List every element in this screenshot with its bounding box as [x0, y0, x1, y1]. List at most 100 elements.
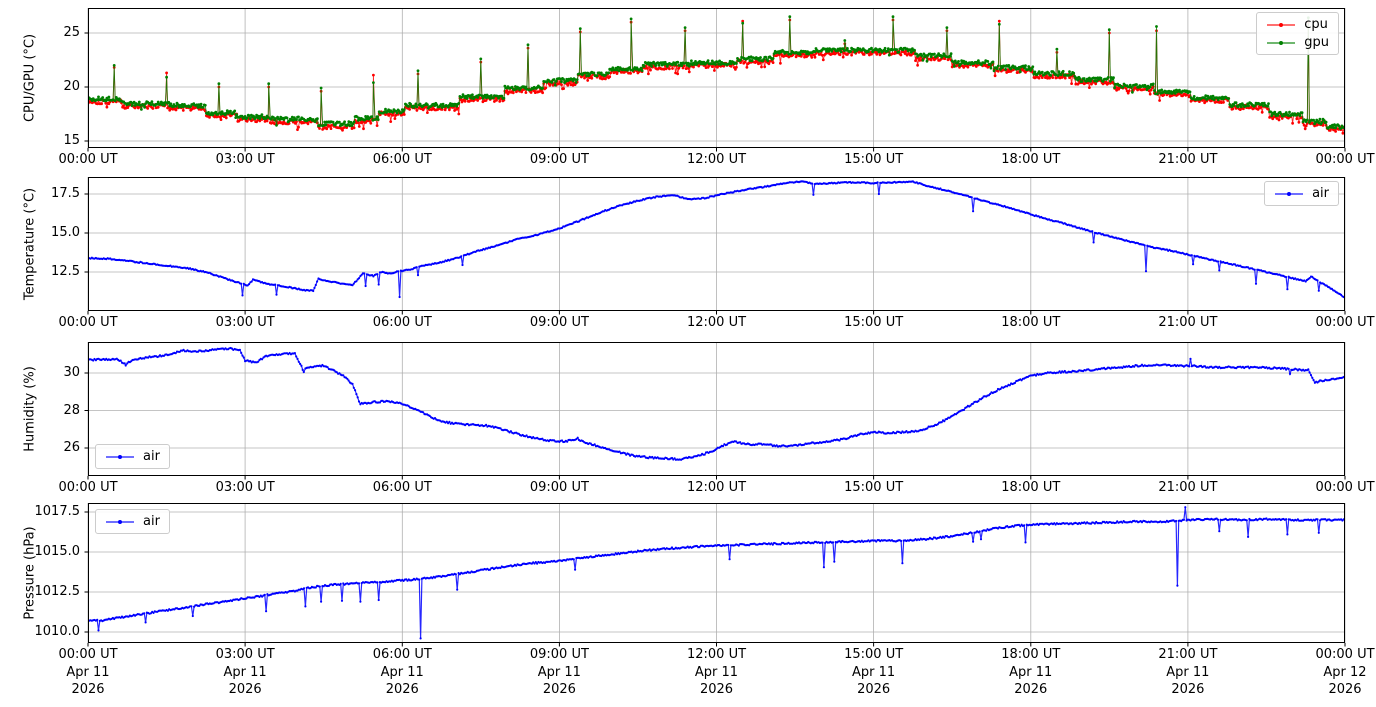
- x-tick-date-label: Apr 11: [223, 665, 267, 680]
- legend-label: cpu: [1304, 17, 1328, 32]
- y-tick-label: 1010.0: [34, 623, 81, 639]
- axes-frame: [88, 342, 1345, 476]
- y-tick-label: 17.5: [51, 186, 80, 201]
- x-tick-label: 12:00 UT: [686, 315, 747, 330]
- legend-label: air: [143, 449, 160, 464]
- temperature-plot-area: air: [84, 177, 1346, 315]
- legend: air: [1264, 181, 1339, 206]
- x-tick-label: 18:00 UT: [1001, 480, 1061, 495]
- x-tick-label: 09:00 UT: [529, 480, 589, 495]
- x-tick-label: 21:00 UT: [1158, 480, 1218, 495]
- legend-label: gpu: [1304, 35, 1329, 50]
- legend: air: [95, 509, 170, 534]
- x-tick-date-label: Apr 11: [380, 665, 424, 680]
- plot-svg: [84, 177, 1346, 315]
- x-tick-label: 00:00 UT: [1315, 315, 1375, 330]
- x-tick-label: 12:00 UT: [686, 647, 747, 662]
- x-tick-label: 00:00 UT: [1315, 480, 1375, 495]
- x-tick-label: 00:00 UT: [1315, 647, 1375, 662]
- x-tick-date-label: Apr 11: [66, 665, 110, 680]
- x-tick-label: 03:00 UT: [215, 152, 275, 167]
- plot-svg: [84, 503, 1346, 647]
- plot-svg: [84, 8, 1346, 152]
- x-tick-label: 18:00 UT: [1001, 315, 1061, 330]
- plot-svg: [84, 342, 1346, 480]
- legend-line-sample-icon: [106, 454, 134, 459]
- x-tick-label: 00:00 UT: [58, 152, 118, 167]
- x-tick-label: 09:00 UT: [529, 315, 589, 330]
- x-tick-label: 06:00 UT: [372, 480, 432, 495]
- x-tick-label: 00:00 UT: [58, 647, 118, 662]
- legend: air: [95, 444, 170, 469]
- legend-item-air: air: [105, 449, 160, 464]
- x-tick-label: 21:00 UT: [1158, 152, 1218, 167]
- y-tick-label: 15.0: [51, 225, 80, 240]
- x-tick-year-label: 2026: [1171, 682, 1205, 697]
- x-tick-year-label: 2026: [857, 682, 891, 697]
- legend-line-sample-icon: [106, 519, 134, 524]
- cpu-gpu-plot-area: cpu gpu: [84, 8, 1346, 152]
- legend-item-air: air: [105, 514, 160, 529]
- x-tick-date-label: Apr 11: [1009, 665, 1053, 680]
- air-series: [88, 180, 1345, 300]
- legend-item-cpu: cpu: [1266, 17, 1329, 32]
- x-tick-label: 06:00 UT: [372, 152, 432, 167]
- x-tick-date-label: Apr 11: [1166, 665, 1210, 680]
- y-tick-label: 1012.5: [34, 583, 81, 599]
- x-tick-label: 12:00 UT: [686, 152, 747, 167]
- y-tick-label: 28: [63, 402, 80, 418]
- x-tick-year-label: 2026: [71, 682, 105, 697]
- y-tick-label: 1017.5: [34, 503, 81, 519]
- y-tick-label: 26: [63, 440, 80, 456]
- x-tick-label: 15:00 UT: [844, 480, 904, 495]
- legend-line-sample-icon: [1267, 22, 1296, 27]
- x-tick-label: 21:00 UT: [1158, 647, 1218, 662]
- y-tick-label: 20: [63, 78, 80, 94]
- x-tick-label: 00:00 UT: [58, 315, 118, 330]
- x-tick-label: 03:00 UT: [215, 647, 275, 662]
- y-tick-label: 1015.0: [34, 543, 81, 559]
- y-tick-label: 30: [63, 364, 80, 380]
- x-tick-label: 09:00 UT: [529, 152, 589, 167]
- x-tick-label: 15:00 UT: [844, 315, 904, 330]
- x-tick-label: 03:00 UT: [215, 480, 275, 495]
- x-tick-label: 15:00 UT: [844, 152, 904, 167]
- x-tick-date-label: Apr 12: [1323, 665, 1367, 680]
- axes-frame: [88, 503, 1345, 643]
- x-tick-year-label: 2026: [1328, 682, 1362, 697]
- x-tick-label: 15:00 UT: [844, 647, 904, 662]
- axes-frame: [88, 177, 1345, 311]
- x-tick-year-label: 2026: [1014, 682, 1048, 697]
- x-tick-label: 06:00 UT: [372, 315, 432, 330]
- x-tick-year-label: 2026: [699, 682, 734, 697]
- x-tick-label: 00:00 UT: [1315, 152, 1375, 167]
- x-tick-label: 03:00 UT: [215, 315, 275, 330]
- air-series: [88, 346, 1345, 461]
- legend-line-sample-icon: [1267, 40, 1296, 45]
- axes-frame: [88, 8, 1345, 148]
- y-tick-label: 12.5: [51, 264, 80, 279]
- air-series: [88, 506, 1345, 640]
- x-tick-date-label: Apr 11: [537, 665, 581, 680]
- legend-item-gpu: gpu: [1266, 35, 1329, 50]
- gpu-series: [88, 15, 1345, 130]
- x-tick-label: 21:00 UT: [1158, 315, 1218, 330]
- x-tick-label: 18:00 UT: [1001, 152, 1061, 167]
- x-tick-year-label: 2026: [385, 682, 419, 697]
- x-tick-label: 12:00 UT: [686, 480, 747, 495]
- x-tick-label: 06:00 UT: [372, 647, 432, 662]
- x-tick-label: 00:00 UT: [58, 480, 118, 495]
- x-tick-date-label: Apr 11: [694, 665, 739, 680]
- legend: cpu gpu: [1256, 12, 1339, 55]
- pressure-plot-area: air: [84, 503, 1346, 647]
- y-tick-label: 15: [63, 132, 80, 148]
- pressure-axis-label: Pressure (hPa): [22, 526, 38, 620]
- legend-item-air: air: [1274, 186, 1329, 201]
- x-tick-label: 09:00 UT: [529, 647, 589, 662]
- air-series-markers: [88, 346, 1345, 461]
- x-tick-date-label: Apr 11: [852, 665, 896, 680]
- legend-label: air: [1312, 186, 1329, 201]
- legend-line-sample-icon: [1275, 191, 1304, 196]
- y-tick-label: 25: [63, 24, 80, 40]
